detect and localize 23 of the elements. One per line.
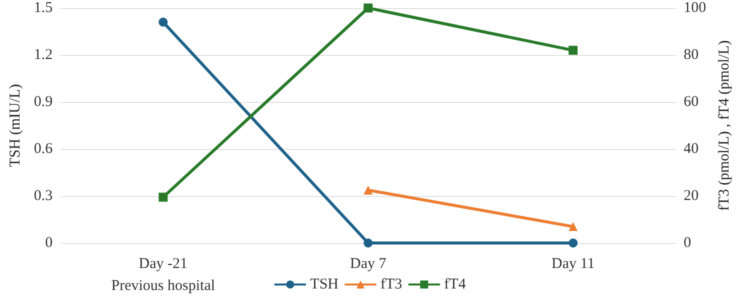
y-tick-label: 1.2 bbox=[34, 47, 53, 63]
point bbox=[158, 192, 168, 202]
y2-tick-label: 20 bbox=[684, 188, 699, 204]
y2-tick-label: 100 bbox=[684, 0, 706, 16]
point bbox=[364, 4, 373, 12]
legend-label: fT3 bbox=[380, 276, 402, 292]
y2-tick-label: 0 bbox=[684, 235, 692, 251]
y2-tick-label: 60 bbox=[684, 94, 699, 110]
y2-tick-label: 40 bbox=[684, 141, 699, 157]
y-tick-label: 0 bbox=[45, 235, 53, 251]
x-tick-label: Day -21 Previous hospital bbox=[111, 256, 216, 294]
legend-label: TSH bbox=[310, 276, 339, 292]
y2-axis-title: fT3 (pmol/L) , fT4 (pmol/L) bbox=[716, 40, 732, 211]
y-tick-label: 0.6 bbox=[34, 141, 54, 157]
y-axis-title: TSH (mIU/L) bbox=[8, 84, 24, 167]
y2-tick-label: 80 bbox=[684, 47, 699, 63]
y-tick-label: 1.5 bbox=[34, 0, 53, 16]
y-tick-label: 0.9 bbox=[34, 94, 53, 110]
x-tick-label: Day 7 bbox=[350, 256, 387, 272]
y-tick-label: 0.3 bbox=[34, 188, 53, 204]
point bbox=[568, 46, 578, 55]
x-tick-label: Day 11 bbox=[552, 256, 595, 272]
legend-label: fT4 bbox=[444, 276, 466, 292]
